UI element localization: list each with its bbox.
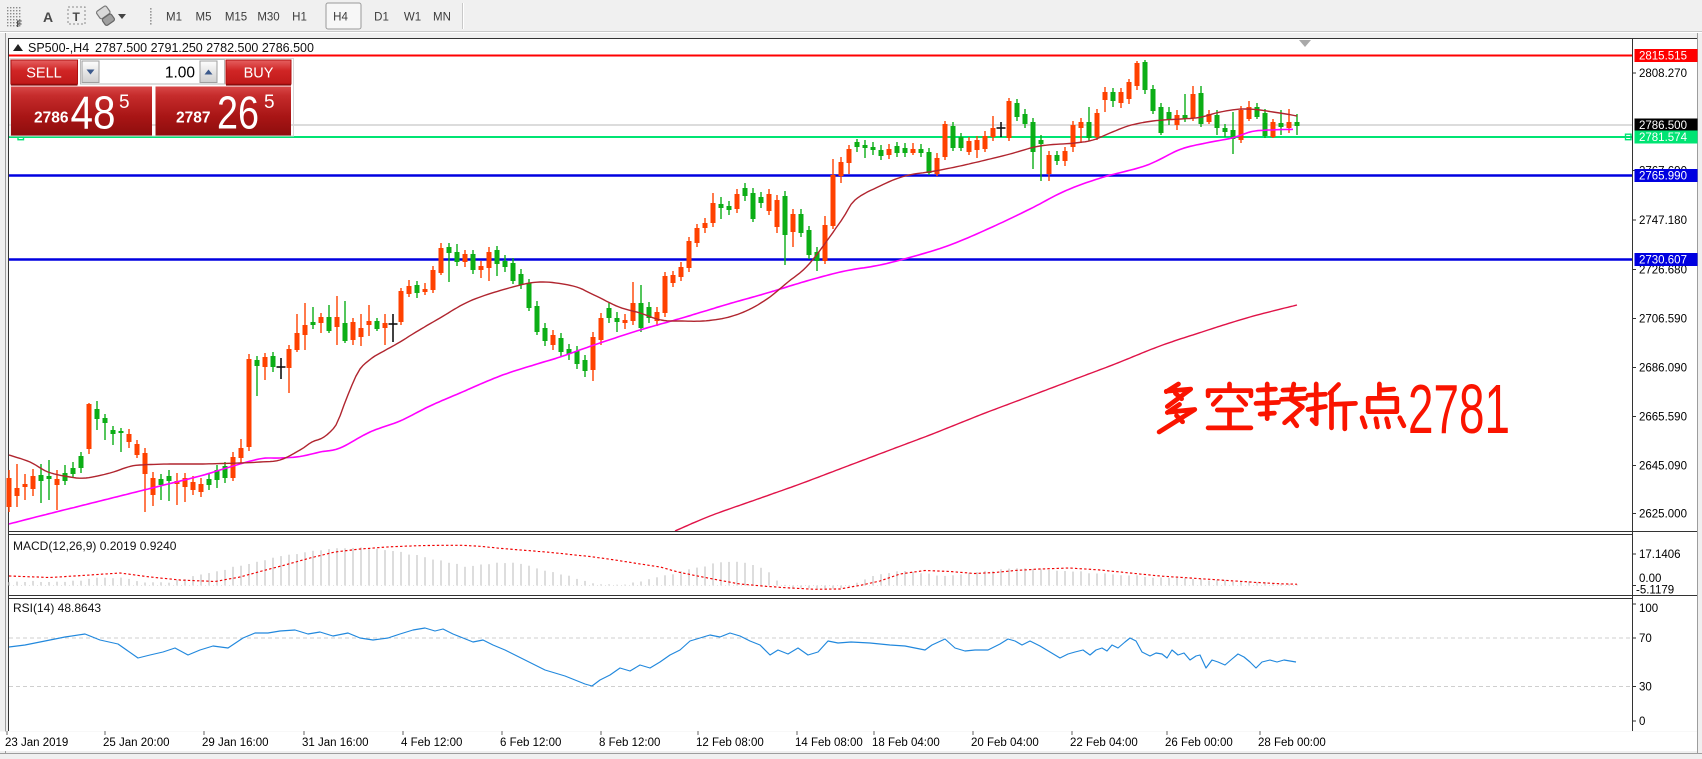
svg-text:2730.607: 2730.607 <box>1639 255 1687 267</box>
svg-text:RSI(14) 48.8643: RSI(14) 48.8643 <box>13 601 101 615</box>
svg-text:BUY: BUY <box>244 66 274 82</box>
svg-text:M1: M1 <box>166 12 182 24</box>
svg-text:0.00: 0.00 <box>1639 573 1661 585</box>
svg-text:8 Feb 12:00: 8 Feb 12:00 <box>599 737 660 749</box>
svg-text:MN: MN <box>433 12 451 24</box>
svg-text:D1: D1 <box>374 12 389 24</box>
svg-text:2765.990: 2765.990 <box>1639 171 1687 183</box>
svg-text:30: 30 <box>1639 682 1652 694</box>
svg-text:5: 5 <box>119 92 130 113</box>
svg-text:2686.090: 2686.090 <box>1639 363 1687 375</box>
svg-text:31 Jan 16:00: 31 Jan 16:00 <box>302 737 369 749</box>
svg-text:5: 5 <box>264 92 275 113</box>
svg-text:14 Feb 08:00: 14 Feb 08:00 <box>795 737 863 749</box>
svg-text:2787.500 2791.250 2782.500 278: 2787.500 2791.250 2782.500 2786.500 <box>95 41 314 55</box>
svg-text:4 Feb 12:00: 4 Feb 12:00 <box>401 737 462 749</box>
svg-text:2786.500: 2786.500 <box>1639 120 1687 132</box>
svg-text:M5: M5 <box>196 12 212 24</box>
svg-text:6 Feb 12:00: 6 Feb 12:00 <box>500 737 561 749</box>
svg-text:25 Jan 20:00: 25 Jan 20:00 <box>103 737 170 749</box>
svg-text:M15: M15 <box>225 12 247 24</box>
svg-text:2665.590: 2665.590 <box>1639 412 1687 424</box>
svg-text:26 Feb 00:00: 26 Feb 00:00 <box>1165 737 1233 749</box>
svg-text:2645.090: 2645.090 <box>1639 461 1687 473</box>
svg-text:2815.515: 2815.515 <box>1639 51 1687 63</box>
svg-text:22 Feb 04:00: 22 Feb 04:00 <box>1070 737 1138 749</box>
svg-text:26: 26 <box>217 87 259 139</box>
svg-text:18 Feb 04:00: 18 Feb 04:00 <box>872 737 940 749</box>
svg-text:0: 0 <box>1639 716 1645 728</box>
svg-text:-5.1179: -5.1179 <box>1636 585 1674 597</box>
svg-text:17.1406: 17.1406 <box>1639 549 1681 561</box>
svg-text:T: T <box>73 10 81 24</box>
svg-text:100: 100 <box>1639 603 1658 615</box>
svg-text:H4: H4 <box>333 12 348 24</box>
svg-text:1.00: 1.00 <box>165 65 196 82</box>
svg-text:28 Feb 00:00: 28 Feb 00:00 <box>1258 737 1326 749</box>
svg-text:2781.574: 2781.574 <box>1639 132 1688 144</box>
svg-text:2781: 2781 <box>1408 370 1510 448</box>
svg-text:48: 48 <box>71 87 116 139</box>
svg-text:2625.000: 2625.000 <box>1639 509 1687 521</box>
svg-text:70: 70 <box>1639 633 1652 645</box>
svg-text:A: A <box>43 9 53 25</box>
svg-text:W1: W1 <box>404 12 421 24</box>
svg-text:12 Feb 08:00: 12 Feb 08:00 <box>696 737 764 749</box>
svg-text:2808.270: 2808.270 <box>1639 68 1687 80</box>
svg-text:2787: 2787 <box>176 110 210 127</box>
svg-text:2786: 2786 <box>34 110 69 127</box>
svg-text:2706.590: 2706.590 <box>1639 314 1687 326</box>
svg-text:SELL: SELL <box>26 66 61 82</box>
svg-text:MACD(12,26,9) 0.2019 0.9240: MACD(12,26,9) 0.2019 0.9240 <box>13 539 177 553</box>
svg-text:2726.680: 2726.680 <box>1639 265 1687 277</box>
svg-text:SP500-,H4: SP500-,H4 <box>28 41 89 55</box>
svg-text:2747.180: 2747.180 <box>1639 215 1687 227</box>
svg-text:H1: H1 <box>292 12 307 24</box>
svg-text:23 Jan 2019: 23 Jan 2019 <box>5 737 68 749</box>
svg-text:29 Jan 16:00: 29 Jan 16:00 <box>202 737 269 749</box>
svg-text:M30: M30 <box>257 12 279 24</box>
svg-text:F: F <box>17 19 23 29</box>
svg-text:20 Feb 04:00: 20 Feb 04:00 <box>971 737 1039 749</box>
